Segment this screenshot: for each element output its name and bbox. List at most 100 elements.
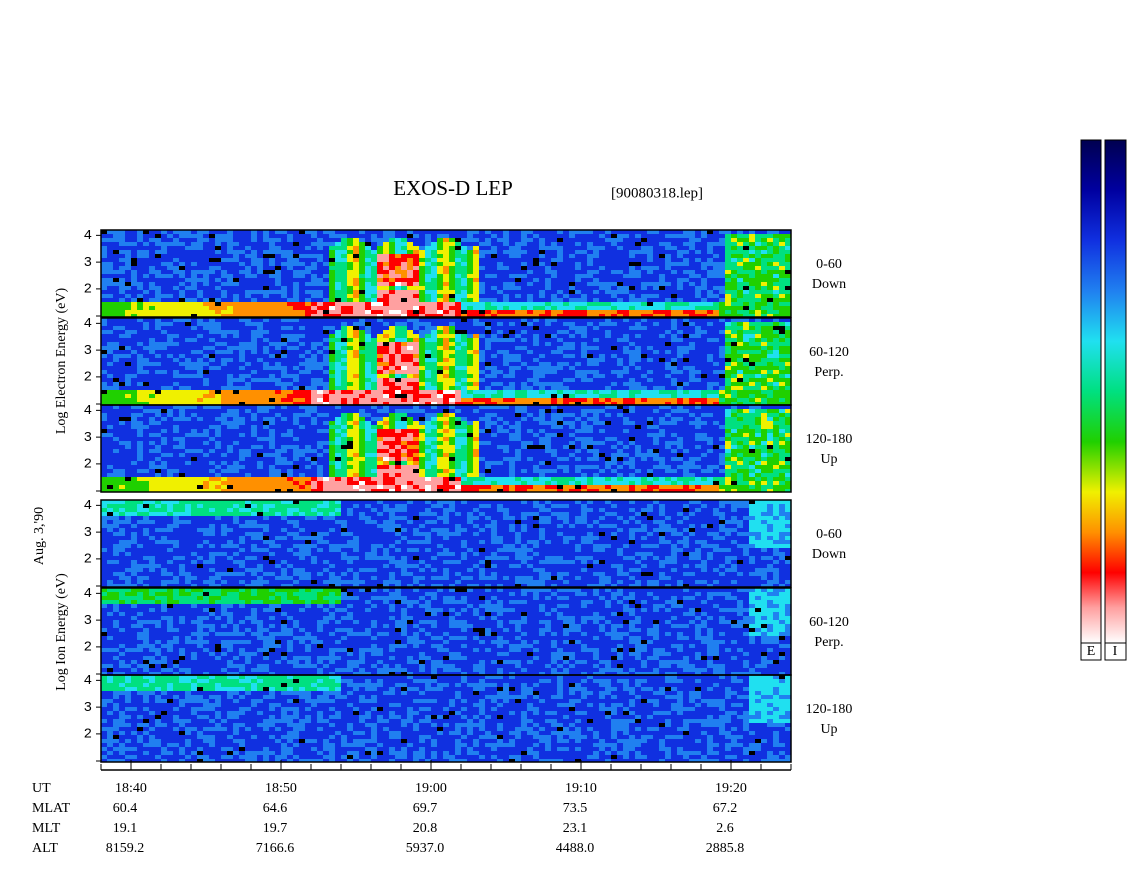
chart-title: EXOS-D LEP xyxy=(393,176,513,200)
spectrogram-cell xyxy=(119,409,791,492)
spectrogram-cell xyxy=(101,588,791,675)
y-tick-label: 3 xyxy=(84,430,92,446)
x-axis-label: UT xyxy=(32,781,51,796)
y-tick-label: 2 xyxy=(84,640,92,656)
spectrogram-cell xyxy=(101,588,785,675)
spectrogram-cell xyxy=(203,238,719,317)
panel-frame xyxy=(100,499,792,588)
x-tick-label: 18:50 xyxy=(265,781,297,796)
panel-label: 0-60 xyxy=(816,257,842,272)
spectrogram-cell xyxy=(311,254,455,317)
y-tick-label: 4 xyxy=(84,228,92,244)
spectrogram-cell xyxy=(101,500,791,548)
ephemeris-value: 8159.2 xyxy=(106,841,145,856)
x-tick-label: 19:10 xyxy=(565,781,597,796)
panel-label: Perp. xyxy=(814,365,843,380)
spectrogram-cell xyxy=(101,588,341,604)
panel-label: 60-120 xyxy=(809,345,849,360)
y-axis-label: Log Electron Energy (eV) xyxy=(54,288,69,435)
spectrogram-cell xyxy=(101,500,791,587)
spectrogram-cell xyxy=(101,500,791,587)
spectrogram-cell xyxy=(749,588,791,636)
y-tick-label: 3 xyxy=(84,613,92,629)
ephemeris-value: 23.1 xyxy=(563,821,588,836)
y-tick-label: 4 xyxy=(84,403,92,419)
colorbar-label: E xyxy=(1087,644,1096,659)
panel-label: Down xyxy=(812,547,846,562)
colorbar-label-box xyxy=(1104,642,1127,661)
y-tick-label: 3 xyxy=(84,343,92,359)
panel-label: Up xyxy=(820,452,837,467)
panel-label: Down xyxy=(812,277,846,292)
ephemeris-value: 20.8 xyxy=(413,821,438,836)
spectrogram-cell xyxy=(101,234,791,317)
x-tick-label: 19:20 xyxy=(715,781,747,796)
spectrogram-cell xyxy=(125,322,791,405)
y-tick-label: 3 xyxy=(84,525,92,541)
panel-label: 0-60 xyxy=(816,527,842,542)
panel-label: 120-180 xyxy=(806,702,853,717)
y-tick-label: 2 xyxy=(84,457,92,473)
spectrogram-cell xyxy=(101,500,341,516)
panel-label: Up xyxy=(820,722,837,737)
y-tick-label: 4 xyxy=(84,316,92,332)
spectrogram-cell xyxy=(329,409,791,492)
ephemeris-value: 64.6 xyxy=(263,801,288,816)
ephemeris-value: 19.1 xyxy=(113,821,138,836)
ephemeris-value: 7166.6 xyxy=(256,841,295,856)
ephemeris-value: 19.7 xyxy=(263,821,288,836)
panel-label: 60-120 xyxy=(809,615,849,630)
spectrogram-cell xyxy=(101,675,791,762)
panel-frame xyxy=(100,229,792,318)
spectrogram-cell xyxy=(335,322,791,398)
spectrogram-cell xyxy=(311,342,461,405)
spectrogram-cell xyxy=(203,413,719,492)
spectrogram-cell xyxy=(101,230,791,302)
y-tick-label: 4 xyxy=(84,498,92,514)
ephemeris-name: MLT xyxy=(32,821,61,836)
spectrogram-cell xyxy=(101,318,791,390)
colorbar xyxy=(1080,139,1102,644)
colorbar-label-box xyxy=(1080,642,1102,661)
ephemeris-value: 5937.0 xyxy=(406,841,445,856)
spectrogram-cell xyxy=(101,675,791,762)
y-tick-label: 4 xyxy=(84,586,92,602)
panel-label: Perp. xyxy=(814,635,843,650)
y-tick-label: 4 xyxy=(84,673,92,689)
x-tick-label: 19:00 xyxy=(415,781,447,796)
spectrogram-layer xyxy=(101,230,791,762)
spectrogram-cell xyxy=(329,322,791,405)
date-label: Aug. 3,'90 xyxy=(32,507,47,565)
y-axis-label: Log Ion Energy (eV) xyxy=(54,573,69,691)
ephemeris-value: 2.6 xyxy=(716,821,734,836)
spectrogram-cell xyxy=(287,254,713,317)
y-tick-label: 2 xyxy=(84,370,92,386)
file-name: [90080318.lep] xyxy=(611,185,703,201)
y-tick-label: 2 xyxy=(84,552,92,568)
y-tick-label: 2 xyxy=(84,282,92,298)
spectrogram-cell xyxy=(287,429,701,492)
colorbar xyxy=(1104,139,1127,644)
spectrogram-cell xyxy=(329,234,791,317)
ephemeris-name: ALT xyxy=(32,841,58,856)
spectrogram-cell xyxy=(113,675,785,762)
y-tick-label: 3 xyxy=(84,700,92,716)
panel-frame xyxy=(100,404,792,493)
ephemeris-name: MLAT xyxy=(32,801,71,816)
spectrogram-cell xyxy=(101,588,791,675)
y-tick-label: 2 xyxy=(84,727,92,743)
spectrogram-cell xyxy=(125,234,785,317)
spectrogram-cell xyxy=(101,405,761,477)
spectrogram-cell xyxy=(101,322,791,405)
spectrogram-cell xyxy=(101,230,779,302)
ephemeris-value: 73.5 xyxy=(563,801,588,816)
spectrogram-cell xyxy=(329,282,443,317)
ephemeris-value: 2885.8 xyxy=(706,841,745,856)
spectrogram-cell xyxy=(101,405,791,477)
spectrogram-cell xyxy=(311,429,461,492)
ephemeris-value: 4488.0 xyxy=(556,841,595,856)
panel-frame xyxy=(100,674,792,763)
y-tick-label: 3 xyxy=(84,255,92,271)
